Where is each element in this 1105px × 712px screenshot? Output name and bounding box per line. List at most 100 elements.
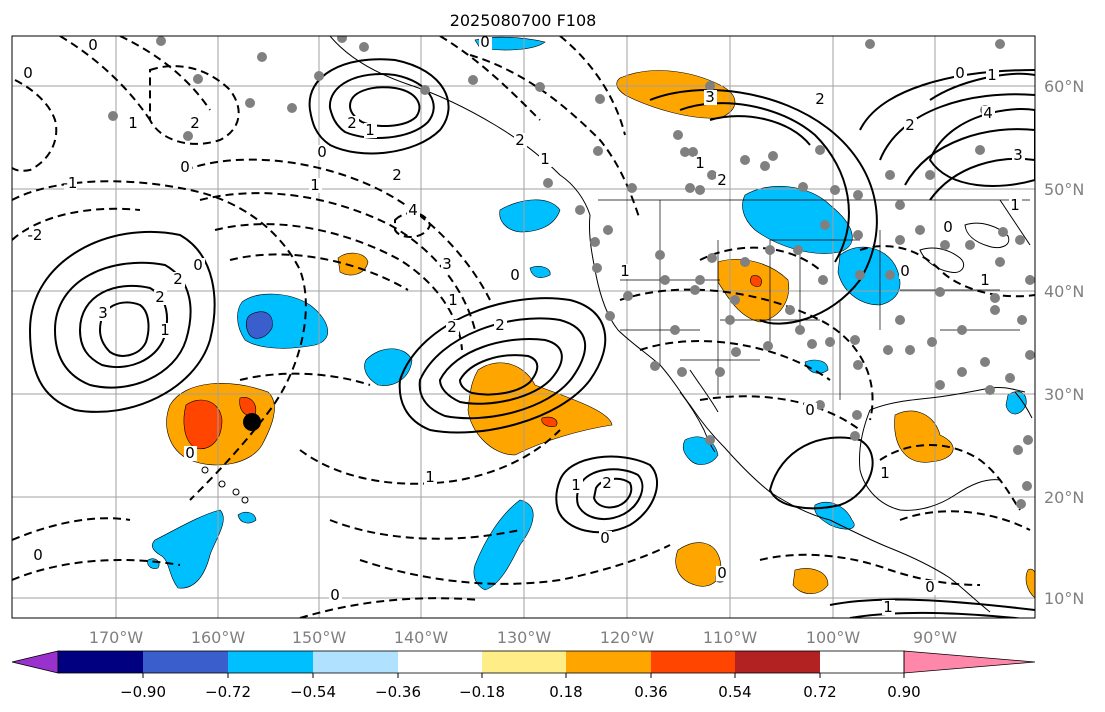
anomaly-region [1005, 391, 1027, 415]
station-dot [957, 367, 967, 377]
coastline [964, 222, 1010, 249]
contour-dashed [229, 253, 409, 291]
contour-solid [849, 611, 1026, 618]
coastline [999, 199, 1031, 246]
station-dot [673, 130, 683, 140]
station-dot [995, 39, 1005, 49]
anomaly-region [499, 199, 561, 233]
station-dot [740, 257, 750, 267]
colorbar-segment [651, 651, 735, 673]
anomaly-region [467, 362, 613, 456]
contour-label: 2 [447, 318, 457, 336]
station-dot [535, 82, 545, 92]
anomaly-region [474, 36, 546, 51]
station-dot [655, 250, 665, 260]
station-dot [895, 235, 905, 245]
contour-label: 3 [1013, 146, 1023, 164]
contour-solid [649, 89, 878, 325]
lat-tick-label: 10°N [1044, 589, 1084, 608]
lon-tick-label: 140°W [394, 628, 449, 647]
coastline [679, 391, 716, 453]
station-dot [257, 52, 267, 62]
contour-label: 1 [620, 262, 630, 280]
contour-label: 2 [392, 166, 402, 184]
station-dot [670, 325, 680, 335]
colorbar: −0.90 −0.72 −0.54 −0.36 −0.18 0.18 0.36 0.54 0.7… [11, 650, 1036, 701]
contour-label-bg [1012, 148, 1025, 163]
contour-label-bg [329, 588, 342, 603]
contour-label-bg [159, 323, 172, 338]
anomaly-region [814, 501, 855, 530]
longitude-labels: 170°W 160°W 150°W 140°W 130°W 120°W 110°W 100°W… [89, 628, 957, 647]
contour-label-bg [309, 178, 322, 193]
station-dot [623, 291, 633, 301]
contour-label: 0 [23, 64, 33, 82]
anomaly-region [529, 266, 551, 278]
contour-label-bg [514, 133, 527, 148]
contour-label-bg [509, 268, 522, 283]
station-dot [337, 36, 347, 43]
station-dot [883, 345, 893, 355]
contour-label: 2 [905, 116, 915, 134]
station-dot [765, 245, 775, 255]
contour-label-bg [601, 476, 614, 491]
station-dot [807, 339, 817, 349]
contour-label-bg [904, 118, 917, 133]
station-dot [193, 74, 203, 84]
lon-tick-label: 100°W [806, 628, 861, 647]
anomaly-region [804, 359, 829, 374]
contour-dashed [299, 597, 481, 618]
contour-dashed [329, 519, 521, 540]
colorbar-segment [143, 651, 228, 673]
colorbar-extend-high [903, 650, 1036, 674]
station-dot [895, 315, 905, 325]
station-dot [605, 311, 615, 321]
station-dot [825, 337, 835, 347]
contour-label-bg [979, 273, 992, 288]
contour-solid [308, 58, 450, 155]
station-dot [990, 293, 1000, 303]
colorbar-tick-label: −0.54 [290, 683, 336, 701]
contour-solid [679, 102, 850, 263]
anomaly-region [792, 568, 829, 594]
station-dot [314, 71, 324, 81]
station-dot [853, 360, 863, 370]
contour-dashed [699, 395, 861, 431]
contour-label-bg [29, 228, 42, 243]
contour-solid [859, 69, 1035, 131]
island-outline [201, 466, 209, 474]
contour-label: 1 [540, 150, 550, 168]
contour-label-bg [899, 264, 912, 279]
station-dot [707, 170, 717, 180]
station-dot [108, 111, 118, 121]
contour-solid [904, 128, 1035, 186]
contour-label: 1 [880, 464, 890, 482]
station-dot [359, 42, 369, 52]
colorbar-tick-label: 0.54 [718, 683, 751, 701]
station-dot [965, 240, 975, 250]
station-dot [820, 220, 830, 230]
contour-label: 0 [805, 401, 815, 419]
station-dot [763, 341, 773, 351]
contour-label-bg [954, 66, 967, 81]
contour-solid [829, 598, 1035, 611]
station-dot [795, 325, 805, 335]
contour-label-bg [172, 272, 185, 287]
contour-solid [28, 230, 216, 413]
contour-label-bg [64, 176, 77, 191]
contour-label-bg [479, 36, 492, 50]
coastline [689, 369, 719, 413]
station-dot [543, 178, 553, 188]
station-dot [830, 185, 840, 195]
station-dot [660, 275, 670, 285]
contour-dashed [12, 207, 141, 241]
contour-label: 1 [310, 176, 320, 194]
station-dot [815, 400, 825, 410]
station-dot [895, 200, 905, 210]
contour-dashed [619, 288, 874, 421]
station-dot [1013, 445, 1023, 455]
contour-label: 0 [193, 256, 203, 274]
contour-label-bg [986, 68, 999, 83]
station-dot [468, 75, 478, 85]
coastline [869, 387, 1026, 411]
